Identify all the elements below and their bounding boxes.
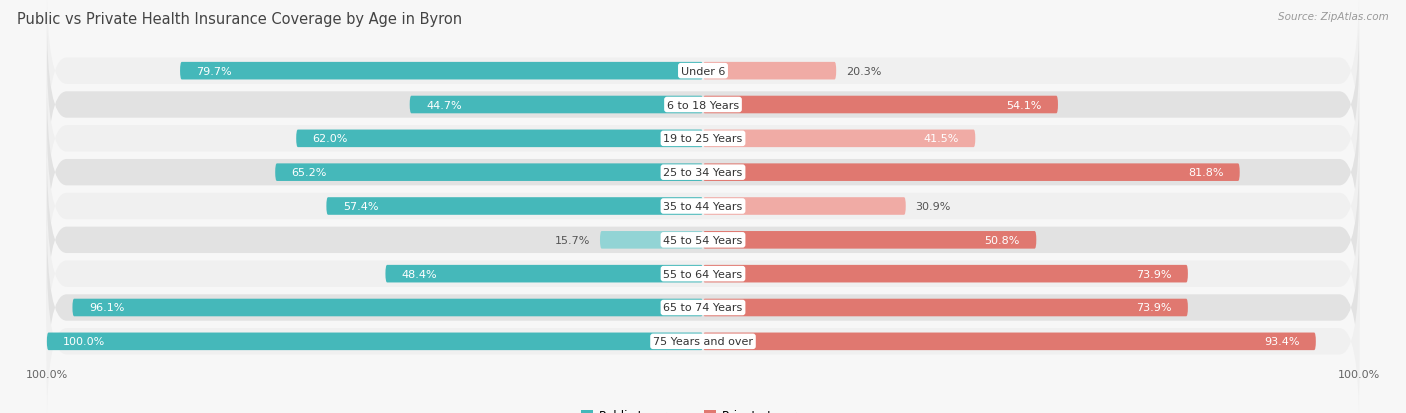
Text: Source: ZipAtlas.com: Source: ZipAtlas.com (1278, 12, 1389, 22)
Text: 75 Years and over: 75 Years and over (652, 337, 754, 347)
Text: 62.0%: 62.0% (312, 134, 347, 144)
FancyBboxPatch shape (703, 63, 837, 80)
FancyBboxPatch shape (46, 17, 1360, 193)
FancyBboxPatch shape (46, 51, 1360, 227)
FancyBboxPatch shape (409, 97, 703, 114)
FancyBboxPatch shape (326, 198, 703, 215)
Text: 48.4%: 48.4% (402, 269, 437, 279)
Text: Under 6: Under 6 (681, 66, 725, 76)
Text: 73.9%: 73.9% (1136, 303, 1171, 313)
Text: 19 to 25 Years: 19 to 25 Years (664, 134, 742, 144)
FancyBboxPatch shape (46, 119, 1360, 294)
FancyBboxPatch shape (703, 198, 905, 215)
Text: 79.7%: 79.7% (197, 66, 232, 76)
Text: 73.9%: 73.9% (1136, 269, 1171, 279)
Text: 96.1%: 96.1% (89, 303, 124, 313)
Text: 44.7%: 44.7% (426, 100, 461, 110)
FancyBboxPatch shape (46, 254, 1360, 413)
Text: 65 to 74 Years: 65 to 74 Years (664, 303, 742, 313)
FancyBboxPatch shape (703, 231, 1036, 249)
Text: 100.0%: 100.0% (63, 337, 105, 347)
Text: 50.8%: 50.8% (984, 235, 1019, 245)
Text: 30.9%: 30.9% (915, 202, 950, 211)
Text: 81.8%: 81.8% (1188, 168, 1223, 178)
Text: 6 to 18 Years: 6 to 18 Years (666, 100, 740, 110)
Text: 65.2%: 65.2% (291, 168, 328, 178)
FancyBboxPatch shape (703, 333, 1316, 350)
FancyBboxPatch shape (46, 220, 1360, 396)
FancyBboxPatch shape (703, 97, 1057, 114)
Text: 45 to 54 Years: 45 to 54 Years (664, 235, 742, 245)
Text: Public vs Private Health Insurance Coverage by Age in Byron: Public vs Private Health Insurance Cover… (17, 12, 463, 27)
Text: 25 to 34 Years: 25 to 34 Years (664, 168, 742, 178)
Legend: Public Insurance, Private Insurance: Public Insurance, Private Insurance (576, 404, 830, 413)
FancyBboxPatch shape (703, 130, 976, 148)
FancyBboxPatch shape (385, 265, 703, 283)
FancyBboxPatch shape (46, 152, 1360, 328)
Text: 15.7%: 15.7% (555, 235, 591, 245)
Text: 93.4%: 93.4% (1264, 337, 1299, 347)
FancyBboxPatch shape (73, 299, 703, 316)
FancyBboxPatch shape (46, 0, 1360, 159)
FancyBboxPatch shape (703, 265, 1188, 283)
FancyBboxPatch shape (276, 164, 703, 182)
FancyBboxPatch shape (600, 231, 703, 249)
FancyBboxPatch shape (46, 186, 1360, 362)
Text: 57.4%: 57.4% (343, 202, 378, 211)
Text: 54.1%: 54.1% (1007, 100, 1042, 110)
FancyBboxPatch shape (46, 333, 703, 350)
FancyBboxPatch shape (46, 85, 1360, 261)
Text: 55 to 64 Years: 55 to 64 Years (664, 269, 742, 279)
Text: 41.5%: 41.5% (924, 134, 959, 144)
FancyBboxPatch shape (180, 63, 703, 80)
FancyBboxPatch shape (703, 299, 1188, 316)
FancyBboxPatch shape (703, 164, 1240, 182)
Text: 20.3%: 20.3% (846, 66, 882, 76)
FancyBboxPatch shape (297, 130, 703, 148)
Text: 35 to 44 Years: 35 to 44 Years (664, 202, 742, 211)
